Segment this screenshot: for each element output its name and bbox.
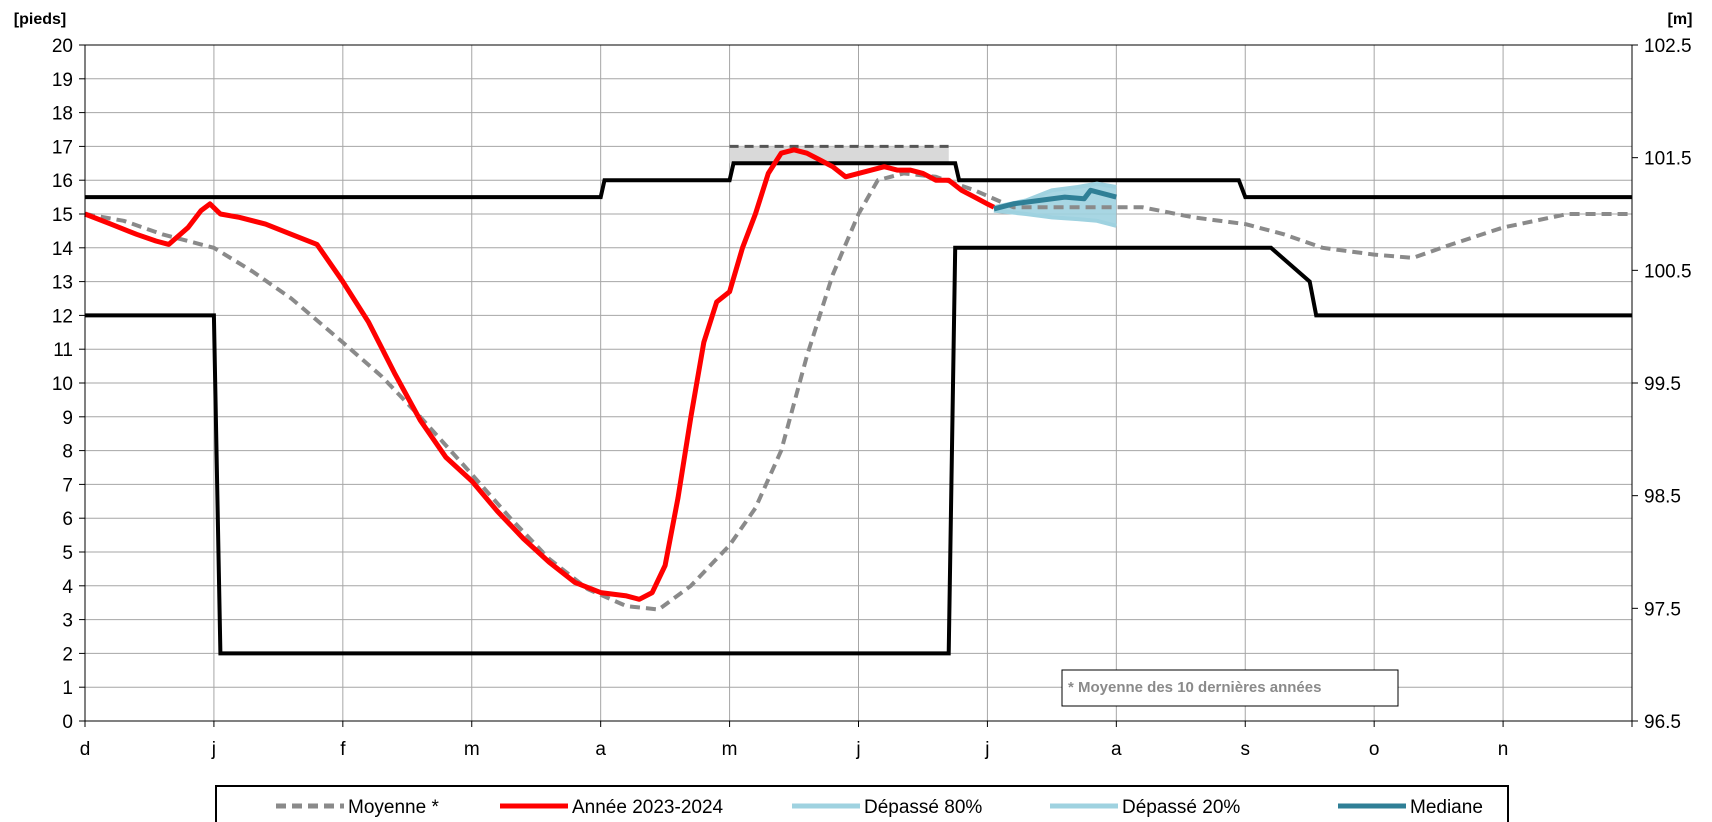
x-axis-tick-label: m	[722, 739, 738, 760]
left-axis-tick-label: 9	[62, 408, 73, 429]
x-axis-tick-label: n	[1498, 739, 1509, 760]
left-axis-tick-label: 2	[62, 644, 73, 665]
right-axis-tick-label: 101.5	[1644, 149, 1692, 170]
lower-limit-line	[85, 245, 1632, 656]
right-axis-tick-label: 102.5	[1644, 36, 1692, 57]
annee-2023-2024-line	[84, 147, 996, 602]
right-axis-tick-label: 99.5	[1644, 374, 1681, 395]
axes-layer: 0123456789101112131415161718192096.597.5…	[52, 36, 1692, 760]
x-axis-tick-label: a	[1111, 739, 1122, 760]
legend-label-d80: Dépassé 80%	[864, 797, 982, 818]
legend-label-moyenne: Moyenne *	[348, 797, 439, 818]
x-axis-tick-label: s	[1241, 739, 1251, 760]
left-axis-tick-label: 3	[62, 611, 73, 632]
left-axis-tick-label: 20	[52, 36, 73, 57]
x-axis-tick-label: j	[211, 739, 216, 760]
left-axis-tick-label: 5	[62, 543, 73, 564]
left-axis-tick-label: 6	[62, 509, 73, 530]
target-band-fill	[729, 146, 949, 164]
x-axis-tick-label: j	[984, 739, 989, 760]
right-axis-tick-label: 100.5	[1644, 261, 1692, 282]
left-axis-tick-label: 19	[52, 70, 73, 91]
left-axis-tick-label: 12	[52, 306, 73, 327]
right-axis-unit-label: [m]	[1668, 11, 1693, 28]
left-axis-tick-label: 11	[53, 340, 73, 361]
legend-label-mediane: Mediane	[1410, 797, 1483, 818]
left-axis-tick-label: 1	[62, 678, 73, 699]
note-box-frame	[1061, 669, 1399, 707]
left-axis-tick-label: 4	[62, 577, 73, 598]
left-axis-tick-label: 13	[52, 273, 73, 294]
left-axis-tick-label: 17	[52, 137, 73, 158]
x-axis-tick-label: m	[464, 739, 480, 760]
left-axis-tick-label: 8	[62, 442, 73, 463]
left-axis-tick-label: 0	[62, 712, 73, 733]
right-axis-tick-label: 97.5	[1644, 599, 1681, 620]
left-axis-tick-label: 7	[62, 475, 73, 496]
legend-label-d20: Dépassé 20%	[1122, 797, 1240, 818]
upper-limit-line	[85, 161, 1632, 200]
x-axis-tick-label: j	[855, 739, 860, 760]
right-axis-tick-label: 96.5	[1644, 712, 1681, 733]
left-axis-tick-label: 14	[52, 239, 74, 260]
note-text: * Moyenne des 10 dernières années	[1068, 679, 1321, 696]
legend: Moyenne * Année 2023-2024 Dépassé 80% Dépas…	[215, 785, 1509, 822]
left-axis-tick-label: 18	[52, 104, 73, 125]
x-axis-tick-label: d	[80, 739, 91, 760]
note-box: * Moyenne des 10 dernières années	[1061, 669, 1399, 707]
moyenne-line	[84, 171, 1632, 612]
left-axis-tick-label: 15	[52, 205, 73, 226]
mediane-line	[993, 187, 1117, 212]
legend-label-annee: Année 2023-2024	[572, 797, 724, 818]
legend-frame	[215, 785, 1509, 822]
x-axis-tick-label: o	[1369, 739, 1380, 760]
x-axis-tick-label: a	[595, 739, 606, 760]
depasse-80-line	[993, 208, 1117, 228]
left-axis-unit-label: [pieds]	[14, 11, 66, 28]
series-layer	[84, 144, 1632, 656]
left-axis-tick-label: 16	[52, 171, 73, 192]
left-axis-tick-label: 10	[52, 374, 73, 395]
right-axis-tick-label: 98.5	[1644, 487, 1681, 508]
x-axis-tick-label: f	[340, 739, 346, 760]
